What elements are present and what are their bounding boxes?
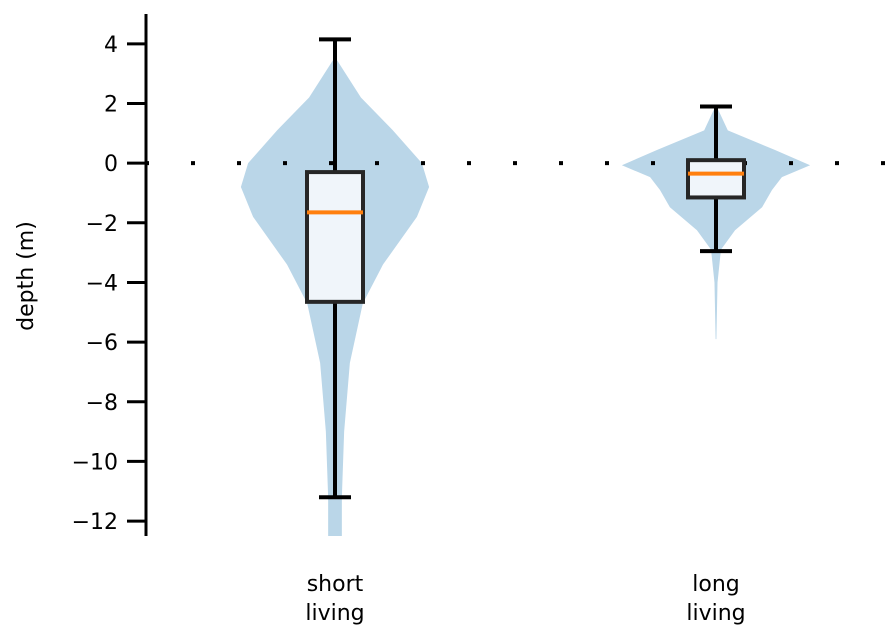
y-tick-label: −10	[72, 450, 118, 475]
x-tick-label: long	[692, 572, 739, 597]
x-tick-label: living	[305, 601, 364, 626]
box-0	[305, 170, 365, 304]
y-tick-label: 0	[104, 152, 118, 177]
y-axis: 4 2 0 −2 −4 −6 −8 −10 −12	[72, 14, 148, 536]
box-1	[686, 158, 746, 200]
boxplots	[305, 37, 746, 500]
x-axis: short living long living	[305, 572, 745, 626]
y-tick-label: −8	[86, 391, 118, 416]
y-axis-label: depth (m)	[14, 221, 39, 331]
y-tick-label: 4	[104, 33, 118, 58]
y-tick-label: −12	[72, 510, 118, 535]
y-tick-label: −2	[86, 212, 118, 237]
x-tick-label: living	[686, 601, 745, 626]
y-tick-label: −6	[86, 331, 118, 356]
y-tick-label: 2	[104, 92, 118, 117]
x-tick-label: short	[307, 572, 364, 597]
y-tick-label: −4	[86, 271, 118, 296]
